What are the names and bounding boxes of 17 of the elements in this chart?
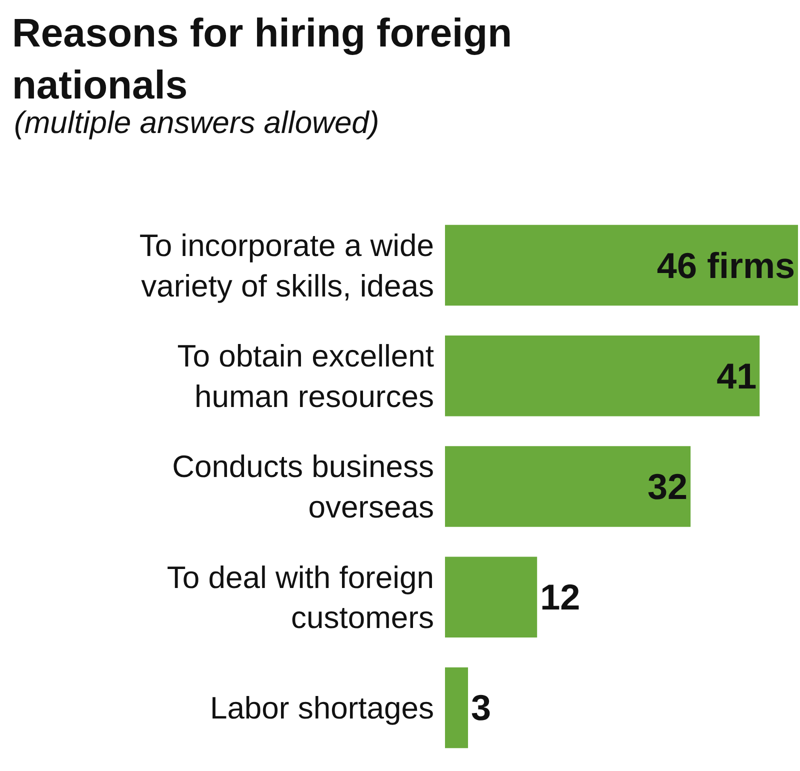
y-tick-label: Labor shortages: [210, 690, 434, 726]
data-label: 46 firms: [656, 244, 795, 286]
bar: [445, 556, 538, 638]
y-tick-label: To incorporate a wide variety of skills, ideas: [139, 228, 434, 304]
chart-title: Reasons for hiring foreign nationals: [12, 11, 512, 108]
y-tick-label: Conducts business overseas: [172, 449, 434, 524]
data-label: 32: [648, 466, 688, 507]
bar: [445, 446, 691, 527]
data-label: 3: [471, 687, 492, 728]
data-label: 41: [716, 355, 757, 396]
text: (multiple answers allowed): [14, 105, 380, 140]
bar: [445, 667, 468, 748]
y-tick-label: To obtain excellent human resources: [177, 338, 434, 414]
bar: [445, 336, 760, 416]
y-tick-label: To deal with foreign customers: [166, 560, 434, 636]
bar: [445, 224, 798, 306]
data-label: 12: [540, 576, 580, 618]
